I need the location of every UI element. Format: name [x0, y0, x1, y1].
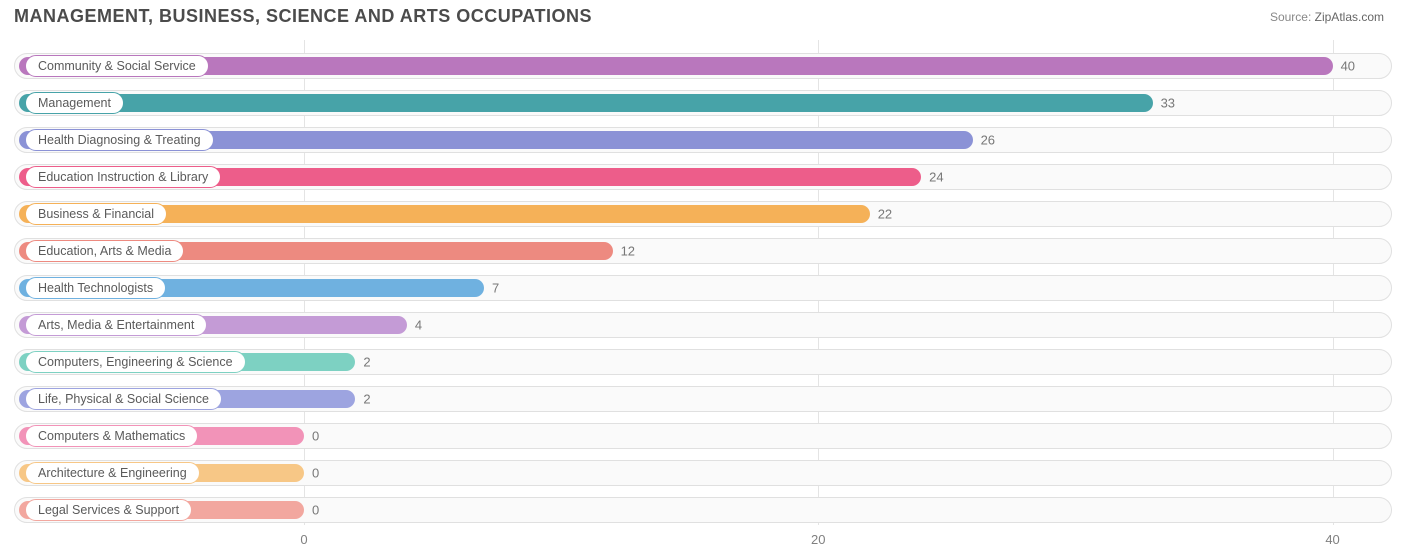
bar-label-pill: Arts, Media & Entertainment: [25, 314, 207, 336]
source-value: ZipAtlas.com: [1315, 10, 1384, 24]
bar-row: 33 Management: [14, 87, 1392, 119]
source-label: Source:: [1270, 10, 1311, 24]
bar-value: 26: [981, 133, 995, 148]
bar-label-pill: Computers & Mathematics: [25, 425, 198, 447]
bar-fill: [19, 94, 1153, 112]
bar-label-pill: Health Technologists: [25, 277, 166, 299]
plot-area: 40Community & Social Service33Management…: [14, 40, 1392, 549]
bar-value: 24: [929, 170, 943, 185]
bar-row: 2 Life, Physical & Social Science: [14, 383, 1392, 415]
bar-row: 0 Legal Services & Support: [14, 494, 1392, 526]
bar-value: 0: [312, 429, 319, 444]
x-tick-label: 20: [811, 532, 825, 547]
bar-label-pill: Health Diagnosing & Treating: [25, 129, 214, 151]
bar-label-pill: Education Instruction & Library: [25, 166, 221, 188]
bar-row: 4 Arts, Media & Entertainment: [14, 309, 1392, 341]
bar-row: 12 Education, Arts & Media: [14, 235, 1392, 267]
bar-value: 4: [415, 318, 422, 333]
bar-row: 26 Health Diagnosing & Treating: [14, 124, 1392, 156]
bar-label-pill: Management: [25, 92, 124, 114]
bar-value: 33: [1161, 96, 1175, 111]
bar-label-pill: Community & Social Service: [25, 55, 209, 77]
bar-value: 7: [492, 281, 499, 296]
bar-row: 0 Computers & Mathematics: [14, 420, 1392, 452]
bar-label-pill: Architecture & Engineering: [25, 462, 200, 484]
chart-title: MANAGEMENT, BUSINESS, SCIENCE AND ARTS O…: [14, 6, 592, 27]
bar-row: 2 Computers, Engineering & Science: [14, 346, 1392, 378]
x-tick-label: 40: [1325, 532, 1339, 547]
bar-value: 22: [878, 207, 892, 222]
bar-row: 0 Architecture & Engineering: [14, 457, 1392, 489]
bar-value: 0: [312, 466, 319, 481]
bar-value: 2: [363, 355, 370, 370]
bar-row: 7 Health Technologists: [14, 272, 1392, 304]
bar-value: 12: [621, 244, 635, 259]
bar-value: 2: [363, 392, 370, 407]
bar-fill: [19, 57, 1333, 75]
bar-label-pill: Business & Financial: [25, 203, 167, 225]
bar-row: 24 Education Instruction & Library: [14, 161, 1392, 193]
chart-source: Source: ZipAtlas.com: [1270, 10, 1384, 24]
bar-label-pill: Legal Services & Support: [25, 499, 192, 521]
bar-value: 40: [1341, 59, 1355, 74]
bar-row: 22 Business & Financial: [14, 198, 1392, 230]
bar-row: 40 Community & Social Service: [14, 50, 1392, 82]
bar-label-pill: Computers, Engineering & Science: [25, 351, 246, 373]
bar-label-pill: Education, Arts & Media: [25, 240, 184, 262]
x-tick-label: 0: [300, 532, 307, 547]
bar-value: 0: [312, 503, 319, 518]
bars-container: 40Community & Social Service33Management…: [14, 50, 1392, 525]
bar-label-pill: Life, Physical & Social Science: [25, 388, 222, 410]
